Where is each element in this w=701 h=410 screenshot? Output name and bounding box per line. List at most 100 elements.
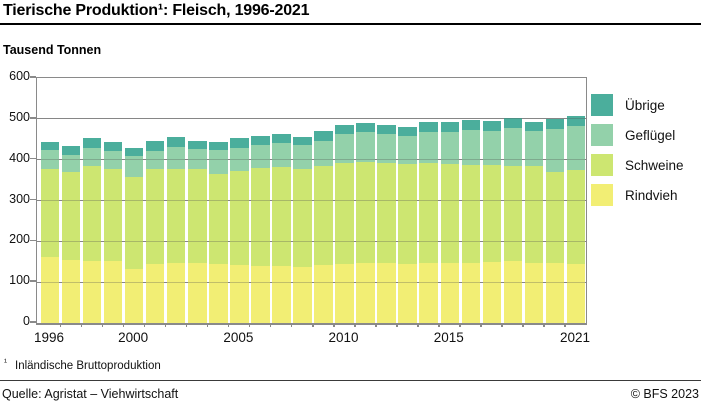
- x-axis-tick: [438, 324, 440, 327]
- bar-segment-uebrige-2013: [398, 127, 417, 137]
- bar-segment-uebrige-2021: [566, 116, 586, 126]
- x-axis-tick: [206, 324, 209, 327]
- y-axis-label-400: 400: [9, 150, 30, 165]
- bar-segment-gefluegel-2014: [419, 131, 438, 164]
- bar-segment-rindvieh-1998: [82, 260, 102, 323]
- bar-segment-uebrige-1998: [82, 138, 102, 149]
- bar-2001: [145, 140, 165, 323]
- bar-2017: [482, 120, 502, 323]
- bar-segment-schweine-2008: [293, 168, 312, 268]
- gridline-500: [37, 118, 586, 120]
- x-axis-label-2005: 2005: [223, 330, 254, 345]
- bar-2004: [209, 141, 228, 323]
- bar-2019: [524, 121, 544, 323]
- gridline-overlay-500: [37, 118, 586, 120]
- y-axis-unit-label: Tausend Tonnen: [3, 43, 102, 57]
- bar-segment-uebrige-2014: [419, 121, 438, 132]
- bar-segment-schweine-2020: [545, 171, 565, 264]
- bar-segment-rindvieh-2007: [272, 265, 291, 323]
- bar-segment-gefluegel-2008: [293, 144, 312, 169]
- bar-segment-rindvieh-2011: [356, 262, 375, 323]
- bar-segment-uebrige-2019: [524, 121, 544, 131]
- bar-segment-gefluegel-1997: [61, 155, 81, 172]
- y-axis-label-500: 500: [9, 109, 30, 124]
- x-axis-label-1996: 1996: [33, 330, 65, 345]
- bar-segment-schweine-2010: [335, 162, 354, 264]
- bar-segment-gefluegel-2007: [272, 143, 291, 168]
- x-axis-tick: [290, 324, 293, 327]
- bar-segment-rindvieh-2004: [209, 263, 228, 323]
- bar-segment-rindvieh-2012: [377, 263, 396, 323]
- bar-segment-rindvieh-1996: [40, 256, 60, 323]
- bar-segment-gefluegel-2002: [166, 146, 186, 169]
- bar-segment-uebrige-2003: [188, 140, 207, 150]
- bar-2015: [440, 121, 459, 323]
- legend-label-uebrige: Übrige: [625, 97, 665, 113]
- bar-segment-gefluegel-2005: [230, 147, 249, 171]
- legend-swatch-schweine: [591, 154, 613, 176]
- bar-segment-schweine-1997: [61, 171, 81, 261]
- bar-segment-uebrige-2004: [209, 141, 228, 150]
- bar-segment-uebrige-2020: [545, 119, 565, 130]
- bar-segment-rindvieh-2002: [166, 263, 186, 323]
- bar-segment-schweine-2012: [377, 162, 396, 264]
- bar-segment-schweine-2014: [419, 163, 438, 264]
- bar-segment-gefluegel-2012: [377, 134, 396, 163]
- legend-label-rindvieh: Rindvieh: [625, 187, 678, 203]
- y-axis-label-600: 600: [9, 69, 30, 83]
- x-axis-tick: [564, 324, 566, 327]
- bar-segment-uebrige-2010: [335, 125, 354, 134]
- bar-segment-schweine-1999: [103, 169, 123, 262]
- bar-segment-schweine-2009: [314, 166, 333, 266]
- bar-segment-rindvieh-2006: [251, 265, 270, 323]
- x-axis-tick: [333, 324, 335, 327]
- bar-segment-uebrige-2012: [377, 124, 396, 135]
- bar-segment-gefluegel-1999: [103, 150, 123, 170]
- x-axis-label-2021: 2021: [559, 330, 591, 345]
- bar-segment-rindvieh-2000: [124, 268, 144, 323]
- y-axis-tick-300: [30, 198, 36, 201]
- bar-2006: [251, 136, 270, 323]
- bar-segment-schweine-2021: [566, 170, 586, 264]
- bar-segment-uebrige-1999: [103, 141, 123, 151]
- bar-segment-gefluegel-2011: [356, 132, 375, 163]
- x-axis-tick: [312, 324, 314, 327]
- bar-segment-rindvieh-2003: [188, 262, 207, 323]
- x-axis-label-2000: 2000: [118, 330, 149, 345]
- bar-segment-rindvieh-2019: [524, 262, 544, 323]
- bar-2011: [356, 122, 375, 323]
- bar-2012: [377, 124, 396, 323]
- y-axis-tick-100: [30, 280, 36, 282]
- bar-segment-uebrige-2018: [503, 118, 523, 129]
- x-axis-tick: [248, 324, 251, 327]
- legend-swatch-uebrige: [591, 94, 613, 116]
- bar-segment-rindvieh-2014: [419, 263, 438, 323]
- bar-2000: [124, 148, 144, 323]
- bar-segment-rindvieh-1999: [103, 261, 123, 323]
- bar-segment-rindvieh-2017: [482, 262, 502, 323]
- bar-segment-uebrige-2017: [482, 120, 502, 131]
- bar-2020: [545, 119, 565, 323]
- bar-segment-schweine-2007: [272, 167, 291, 266]
- x-axis-tick: [122, 324, 125, 327]
- bar-segment-uebrige-2008: [293, 136, 312, 145]
- legend-swatch-rindvieh: [591, 184, 613, 206]
- x-axis-tick: [143, 324, 146, 327]
- bar-2007: [272, 133, 291, 323]
- bar-segment-rindvieh-2008: [293, 267, 312, 323]
- x-axis-tick: [417, 324, 419, 327]
- x-axis-tick: [59, 324, 62, 327]
- y-axis-tick-0: [30, 321, 36, 323]
- bar-segment-uebrige-2006: [251, 136, 270, 145]
- bar-2003: [188, 140, 207, 323]
- bar-segment-schweine-2016: [461, 164, 481, 263]
- x-axis-tick: [459, 324, 461, 327]
- bar-segment-rindvieh-2010: [335, 263, 354, 323]
- bar-segment-uebrige-2002: [166, 136, 186, 147]
- bar-segment-schweine-2018: [503, 165, 523, 262]
- bar-segment-gefluegel-1996: [40, 150, 60, 169]
- legend-swatch-gefluegel: [591, 124, 613, 146]
- y-axis-tick-500: [30, 117, 36, 119]
- bar-2018: [503, 118, 523, 323]
